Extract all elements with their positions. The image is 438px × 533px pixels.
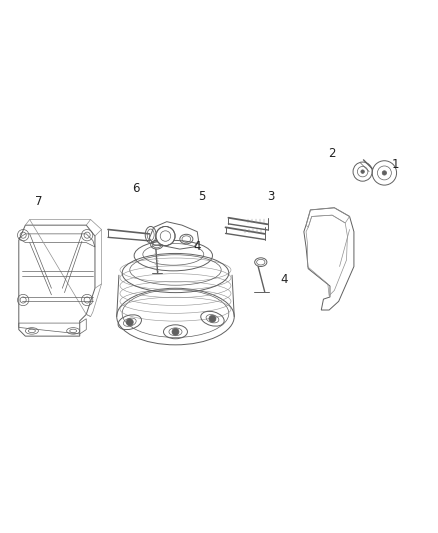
- Text: 6: 6: [133, 182, 140, 195]
- Circle shape: [209, 315, 216, 322]
- Text: 5: 5: [198, 190, 205, 204]
- Text: 4: 4: [280, 273, 288, 286]
- Circle shape: [172, 328, 179, 335]
- Circle shape: [126, 319, 133, 326]
- Text: 4: 4: [194, 240, 201, 253]
- Text: 2: 2: [328, 147, 336, 160]
- Text: 1: 1: [392, 158, 399, 171]
- Circle shape: [382, 171, 387, 175]
- Circle shape: [361, 170, 364, 173]
- Text: 7: 7: [35, 195, 42, 208]
- Text: 3: 3: [268, 190, 275, 204]
- Circle shape: [156, 227, 175, 246]
